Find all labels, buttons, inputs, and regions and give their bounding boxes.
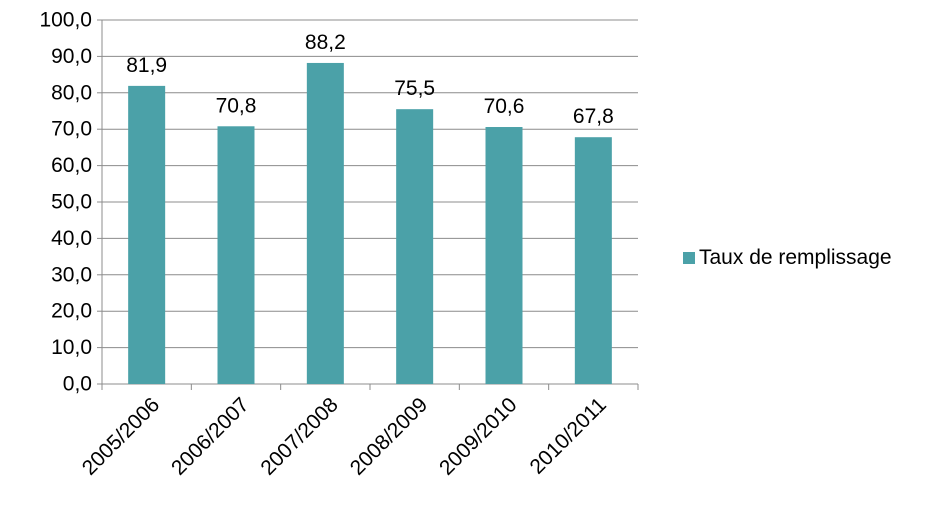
bars — [128, 62, 612, 385]
y-tick-label: 20,0 — [51, 300, 92, 323]
y-tick-label: 40,0 — [51, 227, 92, 250]
bar — [485, 127, 523, 385]
x-tick-label: 2008/2009 — [346, 393, 432, 479]
y-tick-label: 30,0 — [51, 263, 92, 286]
legend-label: Taux de remplissage — [699, 246, 892, 269]
data-label: 70,8 — [216, 94, 257, 117]
data-label: 70,6 — [484, 95, 525, 118]
y-tick-label: 100,0 — [39, 9, 92, 32]
bar — [128, 85, 166, 384]
bar — [306, 62, 344, 385]
bar — [217, 126, 255, 385]
x-tick-label: 2007/2008 — [256, 393, 342, 479]
data-label: 67,8 — [573, 105, 614, 128]
y-tick-label: 50,0 — [51, 191, 92, 214]
x-tick-labels: 2005/2006 2006/2007 2007/2008 2008/2009 2009… — [78, 393, 611, 479]
x-tick-label: 2010/2011 — [526, 393, 611, 478]
y-tick-label: 70,0 — [51, 118, 92, 141]
y-tick-labels: 0,0 10,0 20,0 30,0 40,0 50,0 60,0 70,0 80,0 90,0 1… — [39, 9, 92, 396]
x-tick-label: 2006/2007 — [167, 393, 253, 479]
y-tick-label: 80,0 — [51, 81, 92, 104]
data-label: 75,5 — [394, 77, 435, 100]
x-tick-label: 2005/2006 — [78, 393, 164, 479]
data-labels: 81,9 70,8 88,2 75,5 70,6 67,8 — [126, 31, 614, 128]
y-tick-label: 0,0 — [63, 373, 92, 396]
data-label: 88,2 — [305, 31, 346, 54]
y-tick-label: 90,0 — [51, 45, 92, 68]
bar — [574, 137, 612, 384]
bar — [396, 109, 434, 385]
legend-swatch — [683, 252, 695, 264]
axes — [97, 19, 639, 390]
data-label: 81,9 — [126, 54, 167, 77]
y-tick-label: 10,0 — [51, 336, 92, 359]
legend: Taux de remplissage — [683, 246, 892, 270]
x-tick-label: 2009/2010 — [435, 393, 521, 479]
gridlines — [102, 19, 638, 349]
y-tick-label: 60,0 — [51, 154, 92, 177]
